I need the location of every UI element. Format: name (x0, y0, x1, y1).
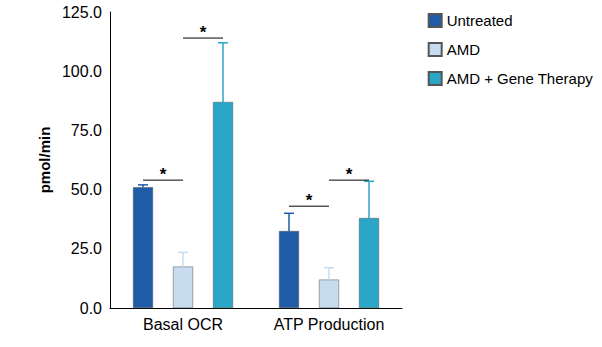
svg-text:0.0: 0.0 (80, 300, 102, 317)
svg-text:125.0: 125.0 (62, 4, 102, 21)
svg-text:ATP Production: ATP Production (274, 316, 385, 333)
svg-text:pmol/min: pmol/min (36, 127, 53, 194)
svg-text:*: * (346, 165, 353, 184)
svg-text:Basal OCR: Basal OCR (143, 316, 223, 333)
svg-text:Untreated: Untreated (447, 12, 513, 29)
svg-text:*: * (160, 165, 167, 184)
svg-text:100.0: 100.0 (62, 63, 102, 80)
svg-text:*: * (200, 23, 207, 42)
svg-text:AMD + Gene Therapy: AMD + Gene Therapy (447, 70, 594, 87)
svg-text:*: * (306, 191, 313, 210)
svg-text:75.0: 75.0 (71, 122, 102, 139)
svg-text:50.0: 50.0 (71, 181, 102, 198)
svg-text:25.0: 25.0 (71, 240, 102, 257)
svg-text:AMD: AMD (447, 41, 481, 58)
